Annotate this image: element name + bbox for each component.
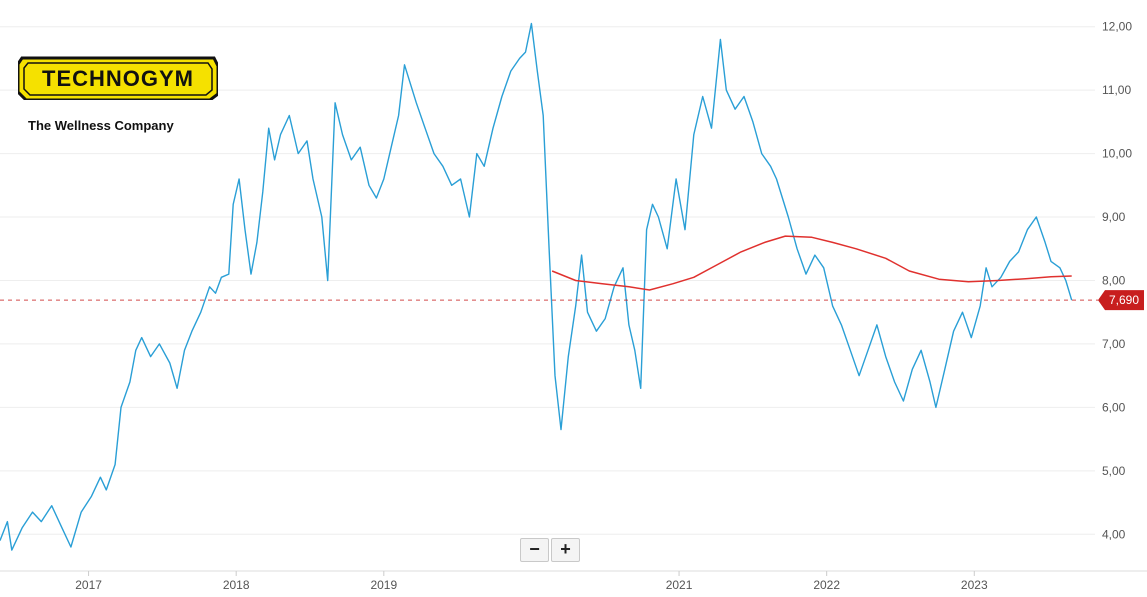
y-tick-label: 9,00	[1102, 210, 1126, 224]
y-tick-label: 11,00	[1102, 83, 1131, 97]
price-series-line	[0, 22, 1073, 551]
y-tick-label: 6,00	[1102, 400, 1126, 414]
zoom-controls: − +	[520, 538, 580, 562]
current-price-label: 7,690	[1109, 293, 1139, 307]
zoom-out-button[interactable]: −	[520, 538, 549, 562]
current-price-badge	[1098, 290, 1144, 311]
y-tick-label: 4,00	[1102, 527, 1126, 541]
current-price-marker-group: 7,690	[0, 290, 1144, 311]
axes: 4,00 5,00 6,00 7,00 8,00 9,00 10,00 11,00 12,00 2…	[0, 20, 1147, 592]
series	[0, 22, 1073, 551]
x-tick-label: 2017	[75, 578, 102, 592]
y-tick-label: 10,00	[1102, 147, 1132, 161]
y-tick-label: 8,00	[1102, 273, 1126, 287]
y-tick-label: 7,00	[1102, 337, 1126, 351]
x-tick-label: 2023	[961, 578, 988, 592]
x-tick-label: 2022	[813, 578, 840, 592]
x-tick-label: 2019	[370, 578, 397, 592]
logo-brand-text: TECHNOGYM	[42, 66, 194, 91]
y-tick-label: 5,00	[1102, 464, 1126, 478]
y-tick-label: 12,00	[1102, 20, 1132, 34]
company-logo: TECHNOGYM The Wellness Company	[14, 52, 224, 142]
logo-tagline: The Wellness Company	[28, 118, 174, 133]
moving-average-line	[551, 235, 1072, 291]
x-tick-label: 2021	[666, 578, 693, 592]
x-tick-label: 2018	[223, 578, 250, 592]
zoom-in-button[interactable]: +	[551, 538, 580, 562]
logo-badge: TECHNOGYM	[18, 56, 218, 100]
